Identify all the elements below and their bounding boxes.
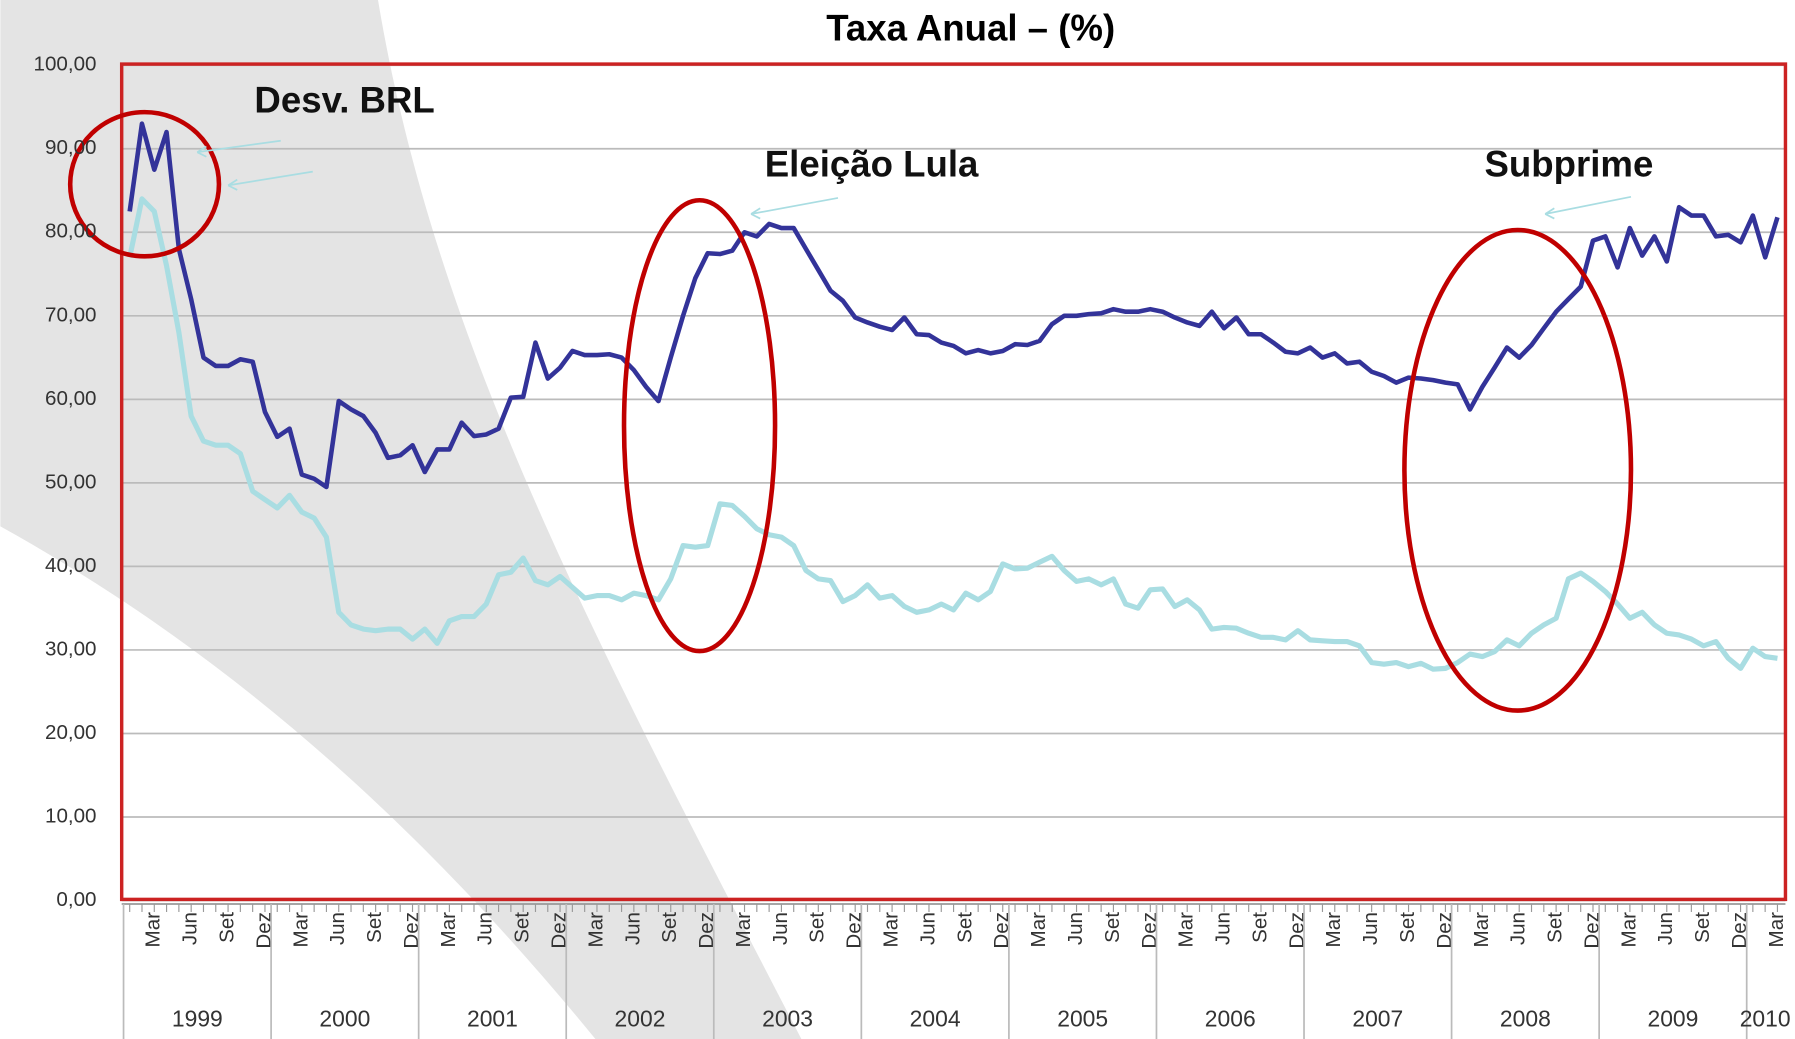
x-tick-label: Mar — [584, 912, 607, 948]
x-tick-label: Jun — [1654, 912, 1677, 945]
highlight-ellipse — [67, 109, 222, 259]
x-tick-label: Set — [1396, 912, 1419, 943]
plot-border — [119, 62, 1788, 902]
x-tick-label: Set — [1248, 912, 1271, 943]
y-tick-label: 20,00 — [45, 721, 97, 744]
y-tick-label: 100,00 — [34, 53, 97, 76]
x-tick-label: Set — [1544, 912, 1567, 943]
x-tick-label: Dez — [990, 912, 1013, 949]
year-label: 2008 — [1500, 1006, 1551, 1032]
x-tick-label: Dez — [252, 912, 275, 949]
x-tick-label: Jun — [474, 912, 497, 945]
x-tick-label: Set — [1691, 912, 1714, 943]
x-tick-label: Mar — [1617, 912, 1640, 948]
x-tick-label: Mar — [1175, 912, 1198, 948]
x-tick-label: Dez — [1580, 912, 1603, 949]
x-tick-label: Dez — [695, 912, 718, 949]
x-tick-label: Mar — [880, 912, 903, 948]
x-tick-label: Dez — [1138, 912, 1161, 949]
x-tick-label: Set — [806, 912, 829, 943]
year-label: 2003 — [762, 1006, 813, 1032]
x-tick-label: Jun — [1064, 912, 1087, 945]
x-tick-label: Jun — [769, 912, 792, 945]
annotation: Desv. BRL — [254, 80, 434, 121]
x-tick-label: Set — [511, 912, 534, 943]
x-tick-label: Jun — [916, 912, 939, 945]
x-tick-label: Dez — [1728, 912, 1751, 949]
y-tick-label: 0,00 — [56, 888, 96, 911]
y-tick-label: 30,00 — [45, 637, 97, 660]
y-tick-label: 90,00 — [45, 136, 97, 159]
data-line — [127, 196, 1778, 672]
year-label: 1999 — [172, 1006, 223, 1032]
y-tick-label: 60,00 — [45, 387, 97, 410]
y-tick-label: 10,00 — [45, 804, 97, 827]
x-tick-label: Mar — [437, 912, 460, 948]
y-tick-label: 50,00 — [45, 470, 97, 493]
x-tick-label: Jun — [1507, 912, 1530, 945]
annotation: Subprime — [1485, 144, 1654, 185]
year-label: 2009 — [1647, 1006, 1698, 1032]
year-label: 2005 — [1057, 1006, 1108, 1032]
x-tick-label: Mar — [732, 912, 755, 948]
year-label: 2002 — [615, 1006, 666, 1032]
x-tick-label: Set — [658, 912, 681, 943]
data-line — [127, 121, 1780, 490]
highlight-ellipse — [621, 197, 778, 654]
highlight-ellipse — [1402, 227, 1634, 713]
year-label: 2001 — [467, 1006, 518, 1032]
x-tick-label: Jun — [621, 912, 644, 945]
x-tick-label: Mar — [142, 912, 165, 948]
chart-title: Taxa Anual – (%) — [826, 8, 1115, 49]
x-tick-label: Dez — [400, 912, 423, 949]
x-tick-label: Dez — [1285, 912, 1308, 949]
year-label: 2004 — [910, 1006, 961, 1032]
year-label: 2010 — [1740, 1006, 1791, 1032]
arrows — [196, 139, 1632, 220]
y-tick-label: 40,00 — [45, 554, 97, 577]
x-tick-label: Dez — [548, 912, 571, 949]
y-tick-label: 70,00 — [45, 303, 97, 326]
x-tick-label: Mar — [289, 912, 312, 948]
year-label: 2007 — [1352, 1006, 1403, 1032]
year-label: 2006 — [1205, 1006, 1256, 1032]
x-tick-label: Set — [363, 912, 386, 943]
x-tick-label: Dez — [843, 912, 866, 949]
x-tick-label: Mar — [1470, 912, 1493, 948]
year-label: 2000 — [319, 1006, 370, 1032]
x-tick-label: Jun — [326, 912, 349, 945]
x-tick-label: Mar — [1027, 912, 1050, 948]
x-tick-label: Set — [1101, 912, 1124, 943]
x-tick-label: Mar — [1322, 912, 1345, 948]
x-tick-label: Dez — [1433, 912, 1456, 949]
x-tick-label: Set — [216, 912, 239, 943]
y-tick-label: 80,00 — [45, 220, 97, 243]
x-tick-label: Jun — [1359, 912, 1382, 945]
x-tick-label: Jun — [1212, 912, 1235, 945]
x-tick-label: Set — [953, 912, 976, 943]
annotation: Eleição Lula — [765, 144, 979, 185]
x-tick-label: Jun — [179, 912, 202, 945]
x-tick-label: Mar — [1765, 912, 1788, 948]
background-swoosh — [0, 0, 802, 1039]
